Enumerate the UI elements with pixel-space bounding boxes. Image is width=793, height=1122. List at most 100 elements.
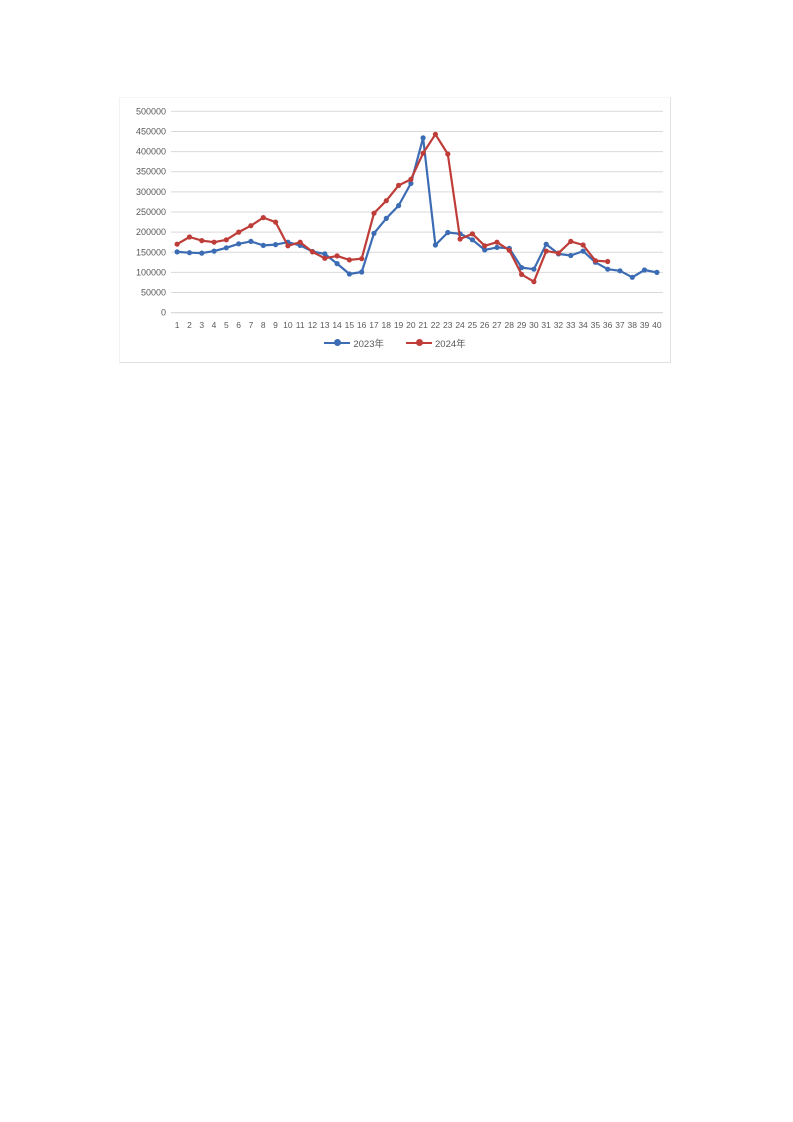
data-point-marker (654, 269, 660, 275)
x-axis-tick-label: 33 (566, 320, 576, 330)
x-axis-tick-label: 28 (505, 320, 515, 330)
data-point-marker (543, 248, 549, 254)
x-axis-tick-label: 15 (345, 320, 355, 330)
x-axis-tick-label: 40 (652, 320, 662, 330)
data-point-marker (519, 271, 525, 277)
data-point-marker (408, 176, 414, 182)
data-point-marker (174, 249, 180, 255)
data-point-marker (568, 238, 574, 244)
x-axis-tick-label: 34 (578, 320, 588, 330)
data-point-marker (346, 271, 352, 277)
data-point-marker (432, 242, 438, 248)
x-axis-tick-label: 7 (249, 320, 254, 330)
x-axis-tick-label: 12 (308, 320, 318, 330)
data-point-marker (334, 261, 340, 267)
data-point-marker (371, 230, 377, 236)
data-point-marker (494, 244, 500, 250)
data-point-marker (641, 267, 648, 273)
data-point-marker (580, 248, 586, 254)
data-point-marker (260, 215, 266, 221)
line-chart-svg: 0500001000001500002000002500003000003500… (136, 106, 663, 330)
x-axis-tick-label: 26 (480, 320, 490, 330)
x-axis-tick-label: 13 (320, 320, 330, 330)
data-point-marker (617, 268, 623, 274)
data-point-marker (445, 151, 451, 157)
data-point-marker (322, 251, 328, 257)
y-axis-tick-label: 450000 (136, 126, 166, 136)
series-line-2023年 (177, 136, 658, 279)
data-point-marker (580, 242, 586, 248)
data-point-marker (248, 238, 254, 244)
x-axis-tick-label: 27 (492, 320, 502, 330)
data-point-marker (174, 241, 180, 247)
x-axis-tick-label: 9 (273, 320, 278, 330)
x-axis-tick-label: 18 (382, 320, 392, 330)
x-axis-tick-label: 30 (529, 320, 539, 330)
x-axis-tick-label: 22 (431, 320, 441, 330)
x-axis-tick-label: 32 (554, 320, 564, 330)
data-point-marker (605, 258, 611, 265)
data-point-marker (223, 237, 229, 243)
x-axis-tick-label: 23 (443, 320, 453, 330)
data-point-marker (186, 234, 193, 240)
x-axis-tick-label: 25 (468, 320, 478, 330)
data-point-marker (199, 238, 205, 244)
x-axis-tick-label: 3 (199, 320, 204, 330)
data-point-marker (506, 247, 512, 253)
x-axis-tick-label: 21 (418, 320, 428, 330)
data-point-marker (543, 241, 549, 247)
data-point-marker (568, 252, 574, 259)
legend-line-marker-icon (406, 339, 432, 348)
data-point-marker (396, 182, 402, 188)
series-line-2024年 (176, 133, 608, 283)
y-axis-tick-label: 350000 (136, 167, 166, 177)
data-point-marker (396, 203, 402, 209)
data-point-marker (322, 255, 328, 261)
x-axis-tick-label: 1 (175, 320, 180, 330)
x-axis-tick-label: 20 (406, 320, 416, 330)
data-point-marker (605, 266, 611, 272)
data-point-marker (359, 256, 365, 262)
data-point-marker (236, 229, 242, 235)
x-axis-tick-label: 5 (224, 320, 229, 330)
data-point-marker (408, 180, 414, 186)
data-point-marker (236, 241, 242, 247)
x-axis-tick-label: 29 (517, 320, 527, 330)
x-axis-tick-label: 10 (283, 320, 293, 330)
data-point-marker (531, 279, 537, 285)
x-axis-tick-label: 16 (357, 320, 367, 330)
data-point-marker (420, 150, 426, 156)
y-axis-tick-label: 150000 (136, 247, 166, 257)
data-point-marker (248, 223, 254, 229)
y-axis-tick-label: 0 (161, 308, 166, 318)
data-point-marker (420, 135, 426, 141)
x-axis-tick-label: 31 (541, 320, 551, 330)
x-axis-tick-label: 37 (615, 320, 625, 330)
x-axis-tick-label: 36 (603, 320, 613, 330)
data-point-marker (432, 131, 438, 137)
data-point-marker (273, 219, 279, 225)
data-point-marker (260, 242, 266, 248)
data-point-marker (309, 249, 316, 255)
x-axis-tick-label: 24 (455, 320, 465, 330)
chart-container[interactable]: 0 50000 100000 150000 200000 250000 300000 3500… (119, 97, 671, 363)
y-axis-tick-label: 400000 (136, 147, 166, 157)
data-point-marker (457, 236, 463, 242)
x-axis-tick-label: 35 (591, 320, 601, 330)
data-point-marker (371, 210, 377, 216)
y-axis-tick-label: 500000 (136, 106, 166, 116)
data-point-marker (469, 237, 475, 243)
data-point-marker (592, 258, 598, 264)
data-point-marker (629, 274, 635, 280)
data-point-marker (199, 250, 205, 256)
data-point-marker (383, 215, 389, 221)
y-axis-tick-label: 100000 (136, 267, 166, 277)
data-point-marker (359, 269, 365, 275)
y-axis-tick-label: 50000 (141, 288, 166, 298)
x-axis-tick-label: 17 (369, 320, 379, 330)
data-point-marker (383, 198, 389, 204)
data-point-marker (297, 239, 303, 245)
y-axis-tick-label: 300000 (136, 187, 166, 197)
data-point-marker (494, 239, 500, 245)
